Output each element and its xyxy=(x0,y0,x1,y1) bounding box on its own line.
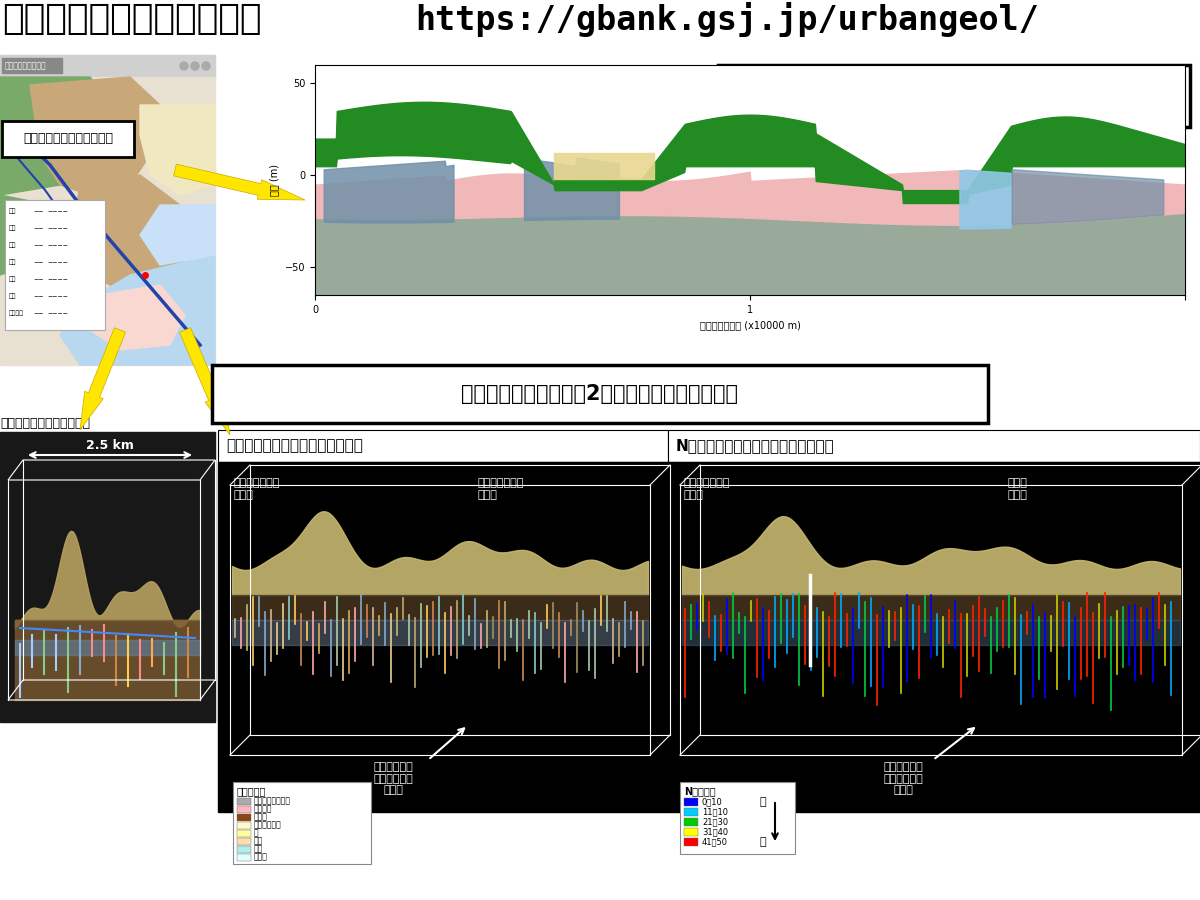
Text: 軟: 軟 xyxy=(760,797,767,807)
Text: N値の凡例: N値の凡例 xyxy=(684,786,715,796)
Text: その他: その他 xyxy=(254,852,268,861)
Text: −−−−: −−−− xyxy=(47,208,68,213)
Text: −−: −− xyxy=(34,208,43,213)
Text: 軟らかい東京層
の泥層: 軟らかい東京層 の泥層 xyxy=(683,478,730,500)
Text: 11～10: 11～10 xyxy=(702,807,728,816)
Bar xyxy=(684,828,698,836)
Text: 有機質土: 有機質土 xyxy=(254,805,272,814)
Text: ローム: ローム xyxy=(254,813,268,822)
FancyBboxPatch shape xyxy=(2,121,134,157)
Bar xyxy=(684,808,698,816)
Text: −−: −− xyxy=(34,310,43,315)
Text: 砂: 砂 xyxy=(254,829,259,838)
Text: 地質: 地質 xyxy=(10,259,17,265)
Bar xyxy=(680,782,796,854)
X-axis label: 始点からの距離 (x10000 m): 始点からの距離 (x10000 m) xyxy=(700,320,800,330)
Text: 固: 固 xyxy=(760,837,767,847)
Text: 経度: 経度 xyxy=(10,225,17,230)
Bar xyxy=(238,854,251,860)
Bar xyxy=(238,838,251,844)
Bar xyxy=(684,818,698,826)
Text: 例（東京都港区三田付近）: 例（東京都港区三田付近） xyxy=(0,417,90,430)
Text: 住所: 住所 xyxy=(10,242,17,248)
Polygon shape xyxy=(30,77,160,195)
Text: 軟らか
の泥層: 軟らか の泥層 xyxy=(1008,478,1028,500)
Text: 砂利: 砂利 xyxy=(254,836,263,845)
Text: 41～50: 41～50 xyxy=(702,838,728,847)
Polygon shape xyxy=(80,328,126,430)
Bar xyxy=(0,432,215,722)
Polygon shape xyxy=(90,285,185,350)
Circle shape xyxy=(202,62,210,70)
Polygon shape xyxy=(140,205,215,265)
Text: 0～10: 0～10 xyxy=(702,797,722,806)
Text: −−: −− xyxy=(34,225,43,230)
Text: −−−−: −−−− xyxy=(47,242,68,247)
FancyBboxPatch shape xyxy=(718,65,1190,127)
Text: 支持層となる
固い上総層群
の泥岩: 支持層となる 固い上総層群 の泥岩 xyxy=(883,762,923,796)
Bar xyxy=(238,814,251,821)
Bar xyxy=(238,846,251,852)
Text: 土丹: 土丹 xyxy=(254,844,263,853)
Text: 標高: 標高 xyxy=(10,293,17,299)
Text: 支持層となる
固い上総層群
の泥岩: 支持層となる 固い上総層群 の泥岩 xyxy=(373,762,413,796)
Bar xyxy=(5,200,106,330)
Text: 軟らかい沖積層
の泥層: 軟らかい沖積層 の泥層 xyxy=(478,478,524,500)
Polygon shape xyxy=(60,255,215,365)
Text: の地質地盤図ウェブサイト: の地質地盤図ウェブサイト xyxy=(2,2,262,36)
Bar xyxy=(238,822,251,829)
Bar xyxy=(238,806,251,813)
Polygon shape xyxy=(140,105,215,195)
Text: −−: −− xyxy=(34,242,43,247)
Text: 都市域の地質地盤図: 都市域の地質地盤図 xyxy=(5,61,47,70)
Text: 2.5 km: 2.5 km xyxy=(86,439,134,452)
Text: N値（固さ軟かさを示す）の色分け表: N値（固さ軟かさを示す）の色分け表 xyxy=(676,438,835,454)
Text: 平面図をクリックして表示: 平面図をクリックして表示 xyxy=(23,132,113,146)
Polygon shape xyxy=(174,164,305,200)
Text: 31～40: 31～40 xyxy=(702,827,728,836)
Text: −−−−: −−−− xyxy=(47,225,68,230)
Polygon shape xyxy=(70,175,190,295)
Circle shape xyxy=(191,62,199,70)
Text: 岩相（砂・泥など）の色分け表示: 岩相（砂・泥など）の色分け表示 xyxy=(226,438,362,454)
Text: https://gbank.gsj.jp/urbangeol/: https://gbank.gsj.jp/urbangeol/ xyxy=(415,2,1039,37)
Bar xyxy=(668,462,1200,812)
Bar xyxy=(2,58,62,73)
Text: 表土・盛土・埋土: 表土・盛土・埋土 xyxy=(254,796,292,806)
Text: −−−−: −−−− xyxy=(47,259,68,264)
Text: 岩相の凡例: 岩相の凡例 xyxy=(238,786,266,796)
Text: −−−−: −−−− xyxy=(47,293,68,298)
Polygon shape xyxy=(180,328,230,435)
Text: −−: −− xyxy=(34,259,43,264)
Bar xyxy=(684,838,698,846)
Bar xyxy=(218,462,668,812)
Bar xyxy=(0,77,215,365)
Polygon shape xyxy=(0,195,80,275)
Text: 任意箇所の地質断面図の描画が可能: 任意箇所の地質断面図の描画が可能 xyxy=(860,86,1048,105)
Text: 地下の地質特性を示す2種類の立体図が閲覧可能: 地下の地質特性を示す2種類の立体図が閲覧可能 xyxy=(462,384,738,404)
Text: −−−−: −−−− xyxy=(47,276,68,281)
Y-axis label: 標高 (m): 標高 (m) xyxy=(269,164,280,196)
Polygon shape xyxy=(0,77,120,195)
Text: 粘土・シルト: 粘土・シルト xyxy=(254,821,282,830)
Text: −−: −− xyxy=(34,276,43,281)
Bar xyxy=(0,55,215,77)
Bar xyxy=(218,430,668,462)
Bar xyxy=(684,798,698,806)
Text: 緯度: 緯度 xyxy=(10,208,17,213)
Text: −−: −− xyxy=(34,293,43,298)
Circle shape xyxy=(180,62,188,70)
Text: 軟らかい東京層
の泥層: 軟らかい東京層 の泥層 xyxy=(233,478,280,500)
FancyBboxPatch shape xyxy=(212,365,988,423)
Text: −−−−: −−−− xyxy=(47,310,68,315)
Text: 土地利用: 土地利用 xyxy=(10,310,24,316)
Bar xyxy=(238,798,251,805)
Bar xyxy=(233,782,371,864)
Bar xyxy=(668,430,1200,462)
Text: 21～30: 21～30 xyxy=(702,817,728,826)
Text: 地盤: 地盤 xyxy=(10,276,17,282)
Bar xyxy=(238,830,251,836)
